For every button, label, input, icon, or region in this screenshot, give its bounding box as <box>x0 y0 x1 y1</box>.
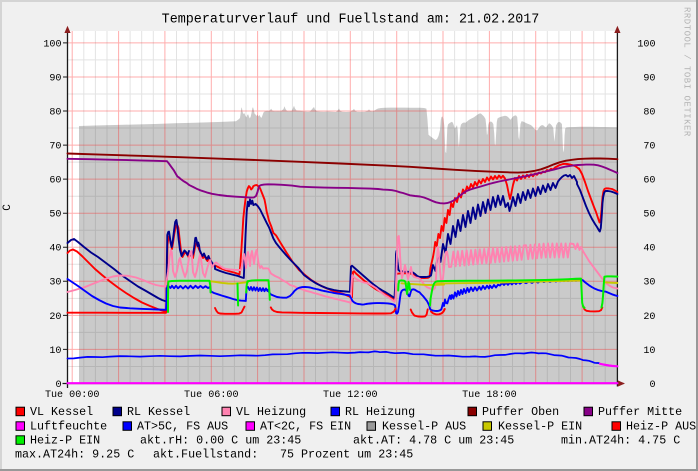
svg-text:70: 70 <box>643 141 655 152</box>
svg-text:Tue 18:00: Tue 18:00 <box>462 390 517 401</box>
svg-text:30: 30 <box>643 278 655 289</box>
svg-text:80: 80 <box>643 107 655 118</box>
svg-text:min.AT24h: 4.75 C: min.AT24h: 4.75 C <box>561 434 680 448</box>
svg-text:Puffer Mitte: Puffer Mitte <box>598 405 682 419</box>
svg-text:10: 10 <box>49 346 61 357</box>
svg-text:Temperaturverlauf und Fuellsta: Temperaturverlauf und Fuellstand am: 21.… <box>162 12 540 27</box>
svg-text:Kessel-P AUS: Kessel-P AUS <box>382 420 466 434</box>
svg-text:0: 0 <box>55 380 61 391</box>
svg-text:RRDTOOL / TOBI OETIKER: RRDTOOL / TOBI OETIKER <box>682 7 692 137</box>
svg-text:Tue 06:00: Tue 06:00 <box>184 390 239 401</box>
svg-text:10: 10 <box>643 346 655 357</box>
svg-text:Heiz-P EIN: Heiz-P EIN <box>30 434 100 448</box>
svg-text:Luftfeuchte: Luftfeuchte <box>30 420 107 434</box>
svg-text:100: 100 <box>637 39 655 50</box>
svg-text:Tue 00:00: Tue 00:00 <box>45 390 100 401</box>
svg-text:akt.rH: 0.00 C um 23:45: akt.rH: 0.00 C um 23:45 <box>140 434 301 448</box>
svg-text:max.AT24h: 9.25 C: max.AT24h: 9.25 C <box>15 448 134 462</box>
svg-text:20: 20 <box>643 312 655 323</box>
svg-text:20: 20 <box>49 312 61 323</box>
svg-text:AT>5C, FS AUS: AT>5C, FS AUS <box>137 420 228 434</box>
svg-text:30: 30 <box>49 278 61 289</box>
svg-text:akt.Fuellstand:: akt.Fuellstand: <box>153 448 258 462</box>
svg-text:0: 0 <box>649 380 655 391</box>
svg-text:90: 90 <box>643 73 655 84</box>
svg-text:80: 80 <box>49 107 61 118</box>
svg-text:RL Kessel: RL Kessel <box>127 405 190 419</box>
svg-text:50: 50 <box>49 210 61 221</box>
svg-text:60: 60 <box>643 176 655 187</box>
svg-text:VL Kessel: VL Kessel <box>30 405 93 419</box>
svg-text:90: 90 <box>49 73 61 84</box>
svg-text:Puffer Oben: Puffer Oben <box>482 405 559 419</box>
svg-text:Kessel-P EIN: Kessel-P EIN <box>498 420 582 434</box>
svg-text:AT<2C, FS EIN: AT<2C, FS EIN <box>260 420 351 434</box>
svg-text:70: 70 <box>49 141 61 152</box>
svg-text:40: 40 <box>49 244 61 255</box>
svg-text:VL Heizung: VL Heizung <box>236 405 306 419</box>
svg-text:60: 60 <box>49 176 61 187</box>
svg-text:40: 40 <box>643 244 655 255</box>
svg-text:100: 100 <box>43 39 61 50</box>
svg-text:Heiz-P AUS: Heiz-P AUS <box>626 420 696 434</box>
svg-text:50: 50 <box>643 210 655 221</box>
svg-text:75 Prozent um 23:45: 75 Prozent um 23:45 <box>280 448 413 462</box>
svg-text:C: C <box>2 204 14 211</box>
svg-text:Tue 12:00: Tue 12:00 <box>323 390 378 401</box>
svg-text:RL Heizung: RL Heizung <box>345 405 415 419</box>
svg-text:akt.AT: 4.78 C um 23:45: akt.AT: 4.78 C um 23:45 <box>353 434 514 448</box>
